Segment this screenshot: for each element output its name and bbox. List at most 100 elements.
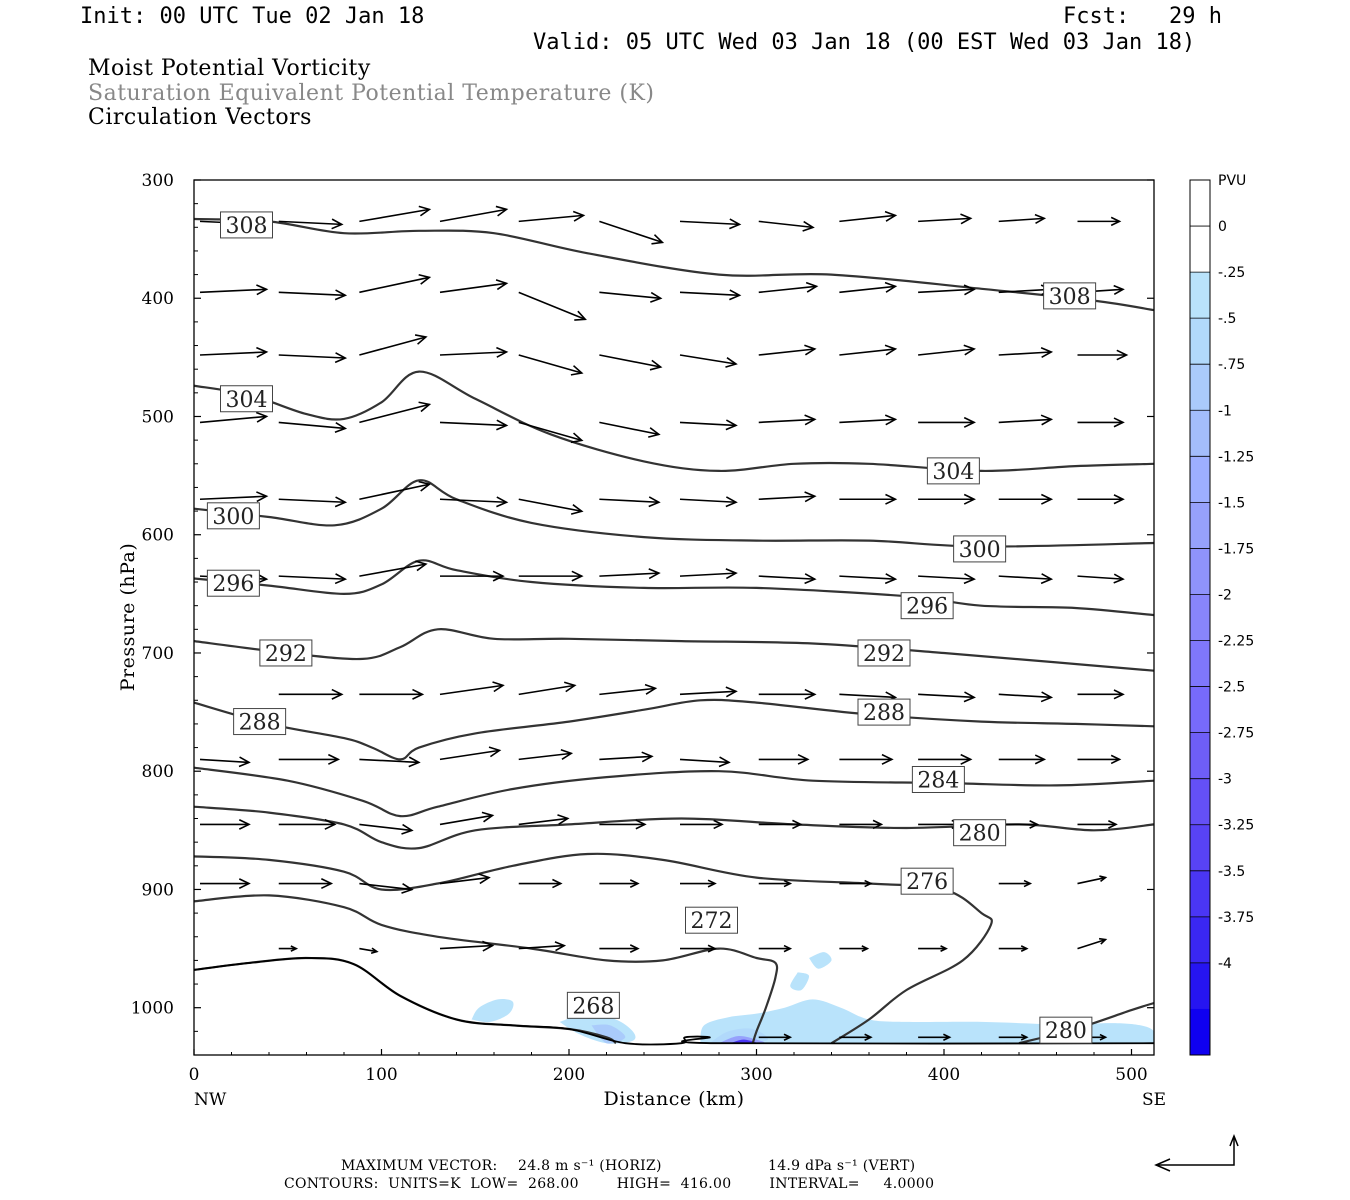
vector-head: [331, 218, 344, 230]
vector-head: [648, 496, 661, 508]
circulation-vector: [839, 281, 898, 294]
pv-region: [809, 952, 832, 969]
vector-shaft: [199, 288, 267, 294]
circulation-vector: [518, 291, 587, 321]
vector-head: [725, 419, 738, 431]
contour-label-box: [900, 592, 954, 620]
vector-head: [418, 205, 432, 217]
vector-head: [963, 573, 976, 585]
vector-shaft: [439, 944, 493, 950]
circulation-vector: [599, 879, 640, 888]
vector-head: [572, 210, 586, 222]
vector-head: [495, 279, 509, 291]
circulation-vector: [278, 573, 348, 585]
max-vector-horiz: 24.8 m s⁻¹ (HORIZ): [518, 1158, 662, 1174]
circulation-vector: [599, 683, 658, 696]
circulation-vector: [278, 289, 348, 301]
circulation-vector: [839, 210, 898, 223]
circulation-vector: [359, 273, 432, 294]
circulation-vector: [679, 289, 742, 301]
vector-head: [783, 1033, 793, 1042]
colorbar: PVU 0 -.25 -.5 -.75 -1 -1.25 -1.5 -1.75 -2 -2.25 -2…: [1189, 173, 1254, 1056]
vector-head: [635, 819, 647, 830]
vector-shaft: [679, 291, 740, 297]
circulation-vector: [439, 811, 495, 826]
vector-head: [725, 568, 738, 580]
vector-shaft: [359, 208, 430, 223]
contours-info: CONTOURS: UNITS=K LOW= 268.00 HIGH= 416.…: [284, 1176, 935, 1192]
vector-head: [884, 344, 898, 356]
colorbar-segment: [1190, 548, 1210, 595]
vector-shaft: [359, 403, 430, 424]
vector-head: [1113, 417, 1125, 428]
circulation-vector: [679, 756, 731, 768]
vector-shaft: [359, 758, 419, 764]
circulation-vector: [1077, 820, 1118, 829]
circulation-vector: [359, 823, 414, 835]
x-axis-title: Distance (km): [603, 1088, 744, 1110]
contour-292: [194, 628, 1154, 672]
vector-head: [408, 756, 421, 768]
vector-head: [650, 291, 663, 303]
circulation-vector: [518, 354, 584, 376]
circulation-vector: [199, 491, 269, 503]
vector-head: [415, 560, 428, 572]
colorbar-segment: [1190, 686, 1210, 734]
colorbar-label: -.5: [1218, 311, 1236, 327]
circulation-vector: [1077, 689, 1125, 700]
vector-shaft: [998, 693, 1052, 699]
circulation-vector: [758, 344, 817, 356]
contour-label-box: [220, 385, 273, 413]
vector-head: [290, 945, 299, 952]
vector-shaft: [439, 876, 490, 885]
vector-shaft: [599, 220, 663, 244]
vector-head: [718, 756, 731, 768]
vector-head: [963, 344, 976, 356]
circulation-vector: [278, 218, 344, 230]
vector-head: [648, 568, 661, 580]
vector-shaft: [518, 817, 568, 826]
vector-head: [563, 681, 577, 693]
max-vector-vert: 14.9 dPa s⁻¹ (VERT): [768, 1158, 916, 1174]
circulation-vector: [1077, 573, 1125, 584]
vector-shaft: [359, 823, 412, 832]
circulation-vector: [439, 873, 491, 885]
reference-vector-icon: [1154, 1133, 1239, 1172]
vector-head: [792, 819, 803, 830]
circulation-vector: [1077, 754, 1122, 765]
contour-label: 284: [917, 768, 959, 793]
vector-head: [496, 346, 509, 358]
circulation-vector: [839, 879, 873, 888]
circulation-vector: [998, 414, 1054, 426]
vector-head: [334, 289, 348, 301]
vector-head: [1029, 820, 1040, 829]
circulation-vector: [679, 419, 738, 431]
y-tick-label: 600: [142, 526, 174, 546]
circulation-vector: [758, 1033, 793, 1042]
circulation-vector: [599, 944, 640, 953]
vector-head: [574, 310, 587, 321]
vector-shaft: [199, 758, 250, 764]
vector-head: [960, 753, 973, 765]
vector-head: [570, 432, 584, 444]
theta-es-contours: [194, 217, 1154, 1045]
circulation-vector: [199, 284, 269, 296]
circulation-vector: [998, 347, 1054, 359]
y-tick-label: 1000: [131, 999, 174, 1019]
vector-shaft: [1077, 876, 1106, 885]
circulation-vector: [359, 688, 425, 700]
vector-shaft: [599, 421, 660, 436]
vector-shaft: [439, 208, 507, 223]
contour-296: [194, 559, 1154, 617]
circulation-vector: [680, 879, 717, 888]
contour-label: 292: [265, 642, 307, 667]
contour-272: [194, 894, 779, 1044]
circulation-vector: [918, 753, 973, 765]
contour-label-box: [857, 639, 911, 667]
plot-frame: [193, 179, 1155, 1056]
vector-head: [492, 681, 505, 693]
vector-head: [481, 811, 495, 823]
circulation-vector: [839, 493, 898, 505]
terrain-line: [194, 957, 1154, 1046]
